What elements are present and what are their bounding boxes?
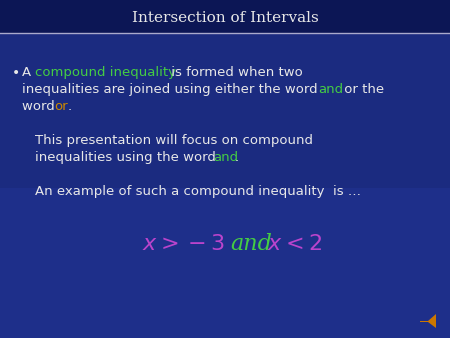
Text: or the: or the — [340, 83, 384, 96]
Text: .: . — [235, 151, 239, 164]
Text: $x > -3$: $x > -3$ — [142, 233, 225, 255]
Text: and: and — [230, 233, 272, 255]
Text: An example of such a compound inequality  is …: An example of such a compound inequality… — [35, 185, 361, 198]
Text: or: or — [54, 100, 68, 113]
Text: inequalities are joined using either the word: inequalities are joined using either the… — [22, 83, 322, 96]
Text: is formed when two: is formed when two — [167, 66, 303, 79]
FancyBboxPatch shape — [0, 33, 450, 188]
Text: word: word — [22, 100, 59, 113]
Text: A: A — [22, 66, 36, 79]
Text: Intersection of Intervals: Intersection of Intervals — [131, 11, 319, 25]
FancyBboxPatch shape — [0, 0, 450, 33]
Text: inequalities using the word: inequalities using the word — [35, 151, 220, 164]
Text: •: • — [12, 66, 20, 80]
Text: compound inequality: compound inequality — [35, 66, 176, 79]
Text: $x < 2$: $x < 2$ — [267, 233, 322, 255]
Text: and: and — [318, 83, 343, 96]
Text: This presentation will focus on compound: This presentation will focus on compound — [35, 134, 313, 147]
Text: and: and — [213, 151, 238, 164]
Polygon shape — [420, 314, 436, 328]
Text: .: . — [68, 100, 72, 113]
